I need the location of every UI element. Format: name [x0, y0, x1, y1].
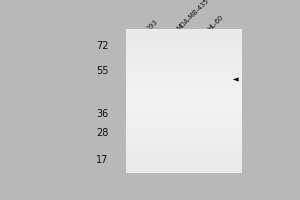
FancyBboxPatch shape — [173, 110, 192, 118]
FancyBboxPatch shape — [174, 75, 192, 84]
FancyBboxPatch shape — [202, 40, 224, 53]
FancyBboxPatch shape — [142, 40, 163, 53]
FancyBboxPatch shape — [175, 111, 191, 118]
FancyBboxPatch shape — [175, 89, 191, 96]
Text: 17: 17 — [96, 155, 108, 165]
FancyBboxPatch shape — [173, 74, 193, 85]
FancyBboxPatch shape — [173, 41, 192, 52]
FancyBboxPatch shape — [143, 41, 162, 52]
Text: 28: 28 — [96, 128, 108, 138]
FancyBboxPatch shape — [142, 74, 163, 85]
Text: 36: 36 — [96, 109, 108, 119]
FancyBboxPatch shape — [204, 75, 222, 84]
FancyBboxPatch shape — [172, 40, 194, 53]
FancyBboxPatch shape — [143, 75, 162, 84]
Text: MDA-MB-435: MDA-MB-435 — [176, 0, 211, 32]
Text: 293: 293 — [146, 19, 159, 32]
Text: 55: 55 — [96, 66, 108, 76]
Text: HL-60: HL-60 — [206, 14, 224, 32]
Polygon shape — [233, 77, 239, 82]
FancyBboxPatch shape — [203, 74, 223, 85]
Text: 72: 72 — [96, 41, 108, 51]
FancyBboxPatch shape — [204, 41, 223, 52]
FancyBboxPatch shape — [176, 90, 190, 95]
